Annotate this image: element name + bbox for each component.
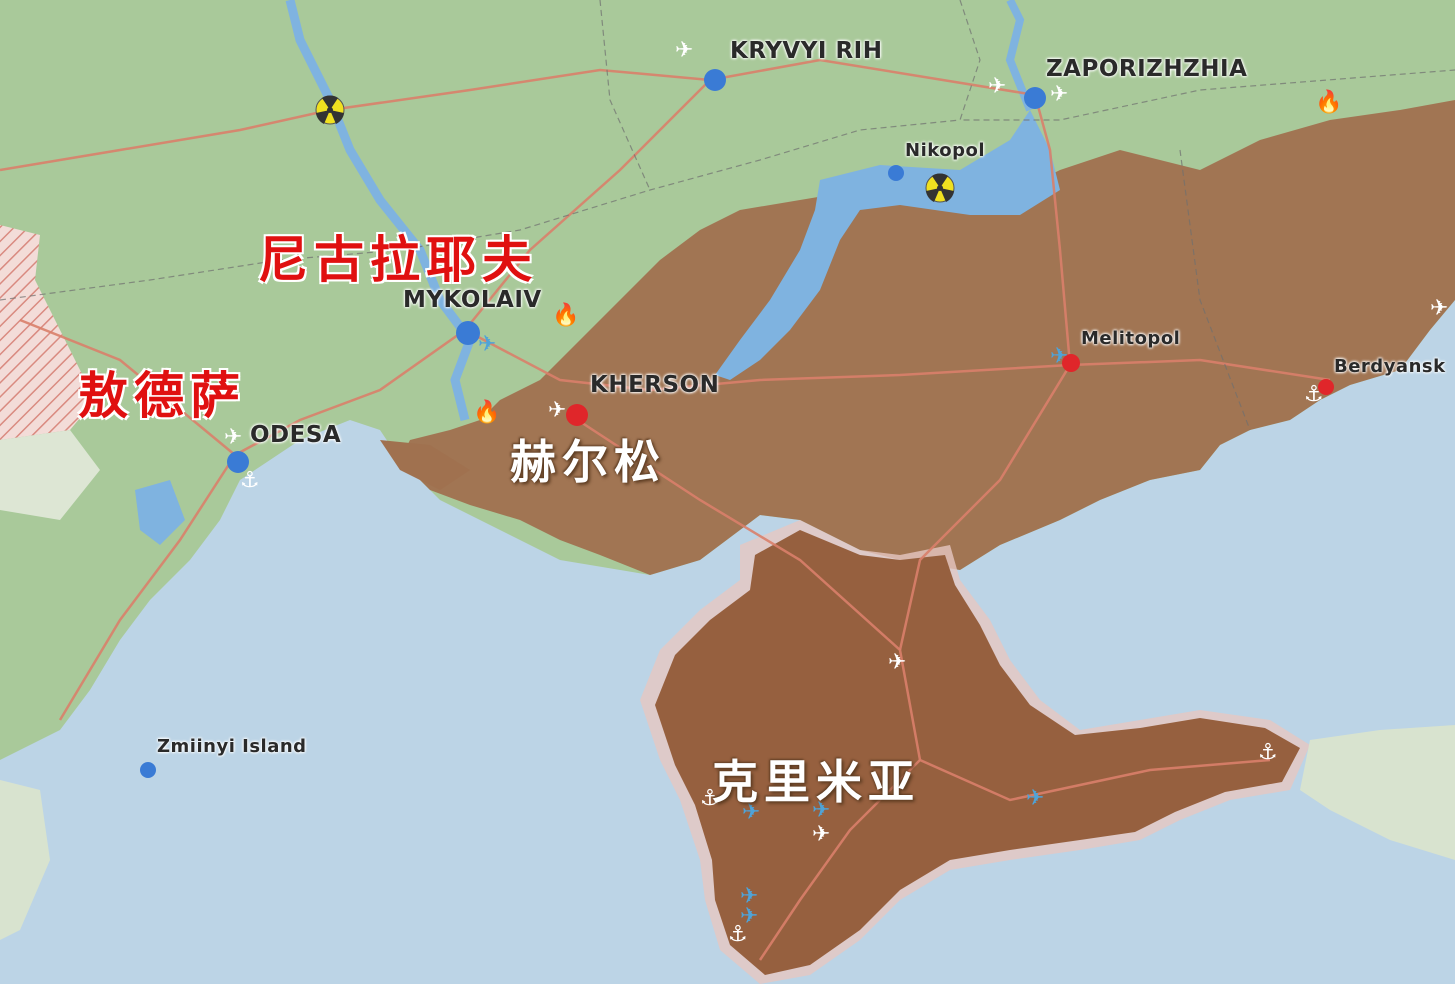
region-label-mykolaiv: 尼古拉耶夫 bbox=[258, 230, 538, 289]
anchor-icon[interactable]: ⚓ bbox=[700, 786, 720, 811]
anchor-icon[interactable]: ⚓ bbox=[1304, 382, 1324, 407]
anchor-icon[interactable]: ⚓ bbox=[240, 468, 260, 493]
airport-icon[interactable]: ✈ bbox=[1026, 786, 1045, 811]
nuclear-icon[interactable] bbox=[315, 95, 345, 125]
city-label-zmiinyi: Zmiinyi Island bbox=[157, 736, 307, 757]
city-label-zaporizhzhia: ZAPORIZHZHIA bbox=[1046, 56, 1248, 82]
fire-icon[interactable]: 🔥 bbox=[1315, 90, 1343, 115]
airport-icon[interactable]: ✈ bbox=[675, 38, 694, 63]
airport-icon[interactable]: ✈ bbox=[1430, 296, 1449, 321]
airport-icon[interactable]: ✈ bbox=[740, 904, 759, 929]
region-label-kherson: 赫尔松 bbox=[510, 435, 666, 489]
city-dot-nikopol[interactable] bbox=[888, 165, 904, 181]
city-dot-berdyansk[interactable] bbox=[1318, 379, 1334, 395]
airport-icon[interactable]: ✈ bbox=[740, 884, 759, 909]
nuclear-icon[interactable] bbox=[925, 173, 955, 203]
kinburn-spit bbox=[380, 440, 470, 490]
city-dot-mykolaiv[interactable] bbox=[456, 321, 480, 345]
roads bbox=[0, 58, 1331, 961]
airport-icon[interactable]: ✈ bbox=[888, 650, 907, 675]
city-label-kryvyi-rih: KRYVYI RIH bbox=[730, 38, 883, 64]
odesa-lagoon bbox=[135, 480, 185, 545]
city-dot-melitopol[interactable] bbox=[1062, 354, 1080, 372]
fire-icon[interactable]: 🔥 bbox=[552, 303, 580, 328]
fire-icon[interactable]: 🔥 bbox=[473, 400, 501, 425]
airport-icon[interactable]: ✈ bbox=[1050, 82, 1069, 107]
airport-icon[interactable]: ✈ bbox=[742, 800, 761, 825]
city-dot-kherson[interactable] bbox=[566, 404, 588, 426]
city-label-mykolaiv: MYKOLAIV bbox=[403, 287, 542, 313]
airport-icon[interactable]: ✈ bbox=[812, 822, 831, 847]
city-dot-odesa[interactable] bbox=[227, 451, 249, 473]
southwest-land bbox=[0, 780, 50, 940]
city-label-berdyansk: Berdyansk bbox=[1334, 356, 1446, 377]
southern-buh bbox=[285, 0, 476, 422]
city-dot-zaporizhzhia[interactable] bbox=[1024, 87, 1046, 109]
city-label-odesa: ODESA bbox=[250, 422, 342, 448]
anchor-icon[interactable]: ⚓ bbox=[1258, 740, 1278, 765]
moldova-hatched bbox=[0, 225, 95, 440]
airport-icon[interactable]: ✈ bbox=[988, 74, 1007, 99]
city-label-nikopol: Nikopol bbox=[905, 140, 986, 161]
city-label-kherson: KHERSON bbox=[590, 372, 720, 398]
airport-icon[interactable]: ✈ bbox=[1050, 344, 1069, 369]
airport-icon[interactable]: ✈ bbox=[478, 332, 497, 357]
moldova-plain bbox=[0, 430, 100, 520]
anchor-icon[interactable]: ⚓ bbox=[728, 922, 748, 947]
region-label-crimea: 克里米亚 bbox=[712, 755, 920, 809]
dnipro-upper bbox=[1005, 0, 1034, 112]
city-dot-kryvyi-rih[interactable] bbox=[704, 69, 726, 91]
kakhovka-reservoir bbox=[715, 110, 1060, 380]
airport-icon[interactable]: ✈ bbox=[812, 798, 831, 823]
crimea bbox=[655, 530, 1300, 975]
city-label-melitopol: Melitopol bbox=[1081, 328, 1181, 349]
admin-boundaries bbox=[0, 0, 1455, 431]
airport-icon[interactable]: ✈ bbox=[224, 425, 243, 450]
region-label-odesa: 敖德萨 bbox=[78, 366, 246, 425]
airport-icon[interactable]: ✈ bbox=[548, 398, 567, 423]
city-dot-zmiinyi[interactable] bbox=[140, 762, 156, 778]
kuban-land bbox=[1300, 725, 1455, 860]
occupied-mainland bbox=[400, 100, 1455, 575]
